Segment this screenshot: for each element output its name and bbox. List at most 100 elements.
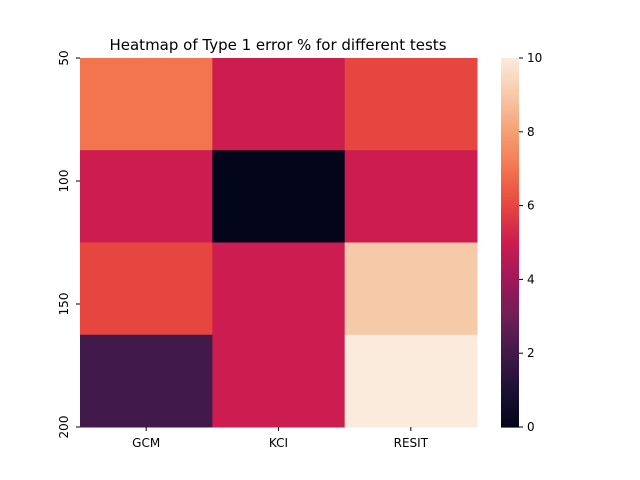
colorbar-segment xyxy=(501,190,519,194)
heatmap-cell xyxy=(80,242,213,336)
colorbar-segment xyxy=(501,331,519,336)
colorbar-segment xyxy=(501,70,519,74)
colorbar-segment xyxy=(501,368,519,373)
colorbar-segment xyxy=(501,423,519,428)
colorbar-tick-label: 6 xyxy=(527,199,535,213)
y-axis-ticks: 50 100 150 200 xyxy=(57,50,80,438)
colorbar-segment xyxy=(501,270,519,274)
colorbar-segment xyxy=(501,294,519,299)
colorbar-segment xyxy=(501,227,519,231)
colorbar-segment xyxy=(501,276,519,280)
colorbar-segment xyxy=(501,156,519,161)
colorbar-segment xyxy=(501,374,519,379)
colorbar-segment xyxy=(501,288,519,293)
colorbar-segment xyxy=(501,144,519,148)
colorbar-segment xyxy=(501,134,519,139)
colorbar-segment xyxy=(501,202,519,207)
colorbar-segment xyxy=(501,343,519,348)
colorbar-segment xyxy=(501,257,519,262)
colorbar-segment xyxy=(501,110,519,114)
heatmap-cell xyxy=(212,150,346,243)
colorbar-segment xyxy=(501,153,519,157)
heatmap-cell xyxy=(344,334,478,428)
colorbar-segment xyxy=(501,279,519,284)
colorbar-segment xyxy=(501,393,519,397)
colorbar-segment xyxy=(501,214,519,219)
colorbar-segment xyxy=(501,174,519,179)
colorbar-segment xyxy=(501,208,519,213)
colorbar-segment xyxy=(501,113,519,118)
colorbar-tick-label: 8 xyxy=(527,125,535,139)
colorbar-segment xyxy=(501,405,519,410)
colorbar-segment xyxy=(501,76,519,81)
colorbar-segment xyxy=(501,254,519,259)
heatmap-cell xyxy=(80,334,213,428)
chart-title: Heatmap of Type 1 error % for different … xyxy=(109,36,446,54)
y-tick-label: 100 xyxy=(57,170,71,193)
heatmap-cell xyxy=(212,242,346,336)
colorbar-segment xyxy=(501,273,519,277)
colorbar-segment xyxy=(501,61,519,65)
colorbar-segment xyxy=(501,233,519,237)
colorbar-segment xyxy=(501,245,519,250)
colorbar-segment xyxy=(501,387,519,391)
colorbar-segment xyxy=(501,116,519,121)
heatmap-cell xyxy=(212,334,346,428)
colorbar-segment xyxy=(501,196,519,201)
colorbar-segment xyxy=(501,291,519,296)
colorbar-tick-label: 4 xyxy=(527,272,535,286)
colorbar-segment xyxy=(501,184,519,188)
colorbar-segment xyxy=(501,316,519,320)
colorbar-segment xyxy=(501,119,519,124)
colorbar-segment xyxy=(501,380,519,385)
colorbar-segment xyxy=(501,91,519,96)
colorbar-segment xyxy=(501,97,519,102)
colorbar-segment xyxy=(501,267,519,271)
colorbar-segment xyxy=(501,350,519,354)
colorbar-segment xyxy=(501,347,519,351)
colorbar-segment xyxy=(501,251,519,256)
colorbar-segment xyxy=(501,285,519,290)
x-tick-label: KCI xyxy=(269,436,288,450)
heatmap-cell xyxy=(344,58,478,151)
colorbar: 0 2 4 6 8 10 xyxy=(501,51,542,434)
heatmap-cell xyxy=(212,58,346,151)
colorbar-segment xyxy=(501,239,519,244)
y-tick-label: 50 xyxy=(57,50,71,65)
colorbar-segment xyxy=(501,217,519,222)
colorbar-segment xyxy=(501,67,519,71)
colorbar-segment xyxy=(501,220,519,225)
colorbar-segment xyxy=(501,128,519,133)
colorbar-segment xyxy=(501,187,519,191)
colorbar-segment xyxy=(501,193,519,197)
colorbar-segment xyxy=(501,377,519,382)
heatmap-cell xyxy=(80,150,213,243)
colorbar-segment xyxy=(501,417,519,422)
colorbar-segment xyxy=(501,122,519,127)
heatmap-cell xyxy=(344,150,478,243)
colorbar-segment xyxy=(501,260,519,265)
colorbar-segment xyxy=(501,313,519,317)
colorbar-segment xyxy=(501,420,519,425)
colorbar-segment xyxy=(501,165,519,170)
colorbar-segment xyxy=(501,319,519,324)
colorbar-segment xyxy=(501,297,519,302)
colorbar-segment xyxy=(501,411,519,416)
colorbar-segment xyxy=(501,224,519,228)
colorbar-segment xyxy=(501,58,519,62)
colorbar-segment xyxy=(501,205,519,210)
colorbar-segment xyxy=(501,325,519,330)
colorbar-segment xyxy=(501,359,519,364)
colorbar-segment xyxy=(501,94,519,99)
colorbar-segment xyxy=(501,264,519,268)
colorbar-segment xyxy=(501,353,519,357)
colorbar-segment xyxy=(501,171,519,176)
colorbar-segment xyxy=(501,82,519,87)
colorbar-segment xyxy=(501,101,519,105)
x-tick-label: GCM xyxy=(132,436,160,450)
colorbar-segment xyxy=(501,390,519,394)
colorbar-segment xyxy=(501,371,519,376)
colorbar-segment xyxy=(501,162,519,167)
